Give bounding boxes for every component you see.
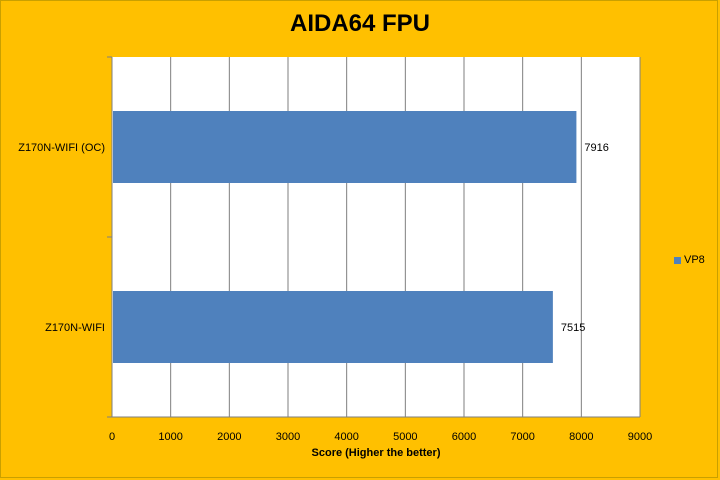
x-tick-label: 2000 (217, 431, 241, 443)
data-label: 7515 (561, 322, 585, 334)
x-tick-label: 0 (109, 431, 115, 443)
legend-swatch-vp8 (674, 256, 681, 264)
bar (113, 111, 577, 183)
bar (113, 291, 553, 363)
y-tick-label: Z170N-WIFI (OC) (18, 142, 105, 154)
x-tick-label: 8000 (569, 431, 593, 443)
x-tick-label: 1000 (158, 431, 182, 443)
x-tick-label: 9000 (628, 431, 652, 443)
x-tick-label: 7000 (510, 431, 534, 443)
legend-label-vp8: VP8 (684, 254, 705, 266)
data-label: 7916 (584, 142, 608, 154)
legend: VP8 (674, 254, 705, 266)
x-tick-label: 4000 (334, 431, 358, 443)
x-tick-label: 6000 (452, 431, 476, 443)
x-axis-title: Score (Higher the better) (311, 447, 441, 459)
x-tick-label: 5000 (393, 431, 417, 443)
y-tick-label: Z170N-WIFI (45, 322, 105, 334)
x-tick-label: 3000 (276, 431, 300, 443)
chart-title: AIDA64 FPU (289, 10, 431, 37)
